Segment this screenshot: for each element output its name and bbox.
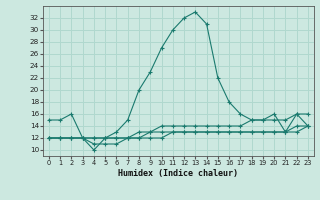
X-axis label: Humidex (Indice chaleur): Humidex (Indice chaleur) xyxy=(118,169,238,178)
